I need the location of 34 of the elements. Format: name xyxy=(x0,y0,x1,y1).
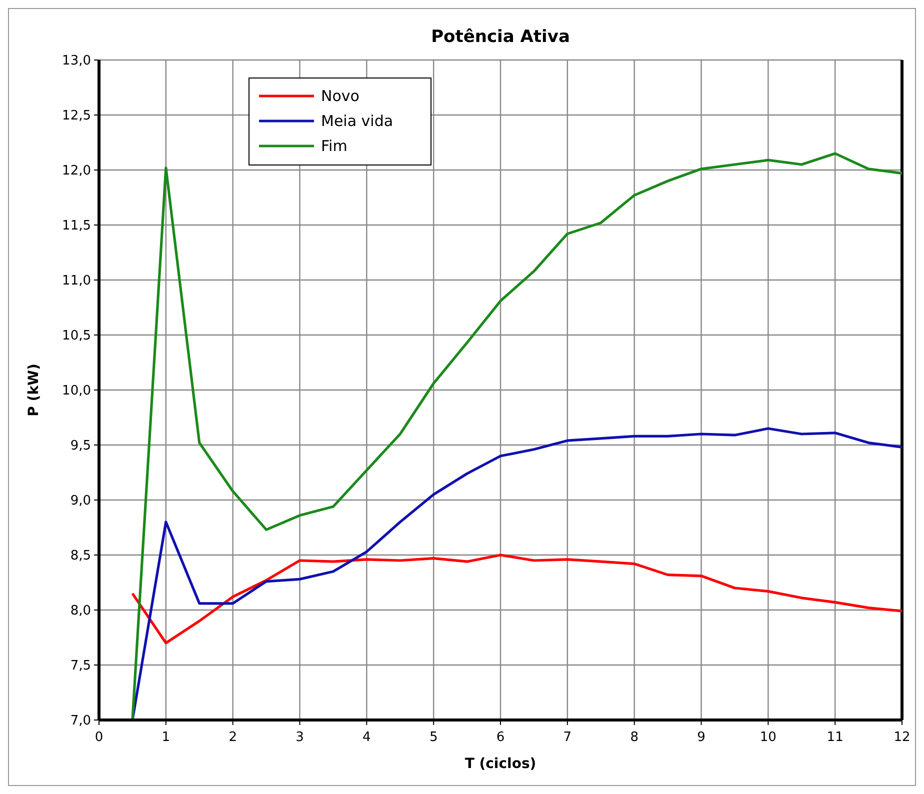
y-tick-label: 12,5 xyxy=(62,108,91,124)
x-axis-title: T (ciclos) xyxy=(464,756,536,772)
y-tick-label: 11,0 xyxy=(62,274,91,288)
y-axis-title: P (kW) xyxy=(26,364,42,416)
y-tick-label: 10,5 xyxy=(62,328,91,344)
legend-label: Novo xyxy=(321,87,360,105)
legend-label: Fim xyxy=(321,137,348,155)
x-tick-label: 2 xyxy=(228,730,237,745)
x-tick-label: 3 xyxy=(296,730,304,745)
x-tick-label: 6 xyxy=(496,730,505,745)
y-tick-label: 9,0 xyxy=(70,494,91,508)
x-tick-label: 1 xyxy=(162,730,170,745)
x-tick-label: 11 xyxy=(826,730,844,745)
x-tick-label: 12 xyxy=(894,730,910,745)
chart-title: Potência Ativa xyxy=(431,27,570,47)
line-series xyxy=(131,554,904,644)
x-tick-label: 9 xyxy=(697,730,706,745)
x-tick-label: 4 xyxy=(362,730,371,745)
x-tick-label: 7 xyxy=(563,730,572,745)
y-tick-label: 13,0 xyxy=(62,54,91,68)
y-tick-label: 8,0 xyxy=(70,604,91,618)
y-tick-label: 10,0 xyxy=(62,384,91,398)
y-tick-label: 11,5 xyxy=(62,218,91,234)
x-tick-label: 5 xyxy=(429,730,438,745)
legend-label: Meia vida xyxy=(321,112,394,130)
x-tick-label: 10 xyxy=(760,730,776,745)
x-tick-label: 8 xyxy=(630,730,638,745)
y-tick-label: 7,5 xyxy=(70,658,91,674)
y-tick-label: 7,0 xyxy=(70,714,91,728)
y-tick-label: 12,0 xyxy=(62,164,91,178)
line-series xyxy=(131,152,904,722)
y-tick-label: 9,5 xyxy=(70,438,91,454)
y-tick-label: 8,5 xyxy=(70,548,91,564)
x-tick-label: 0 xyxy=(94,730,104,745)
